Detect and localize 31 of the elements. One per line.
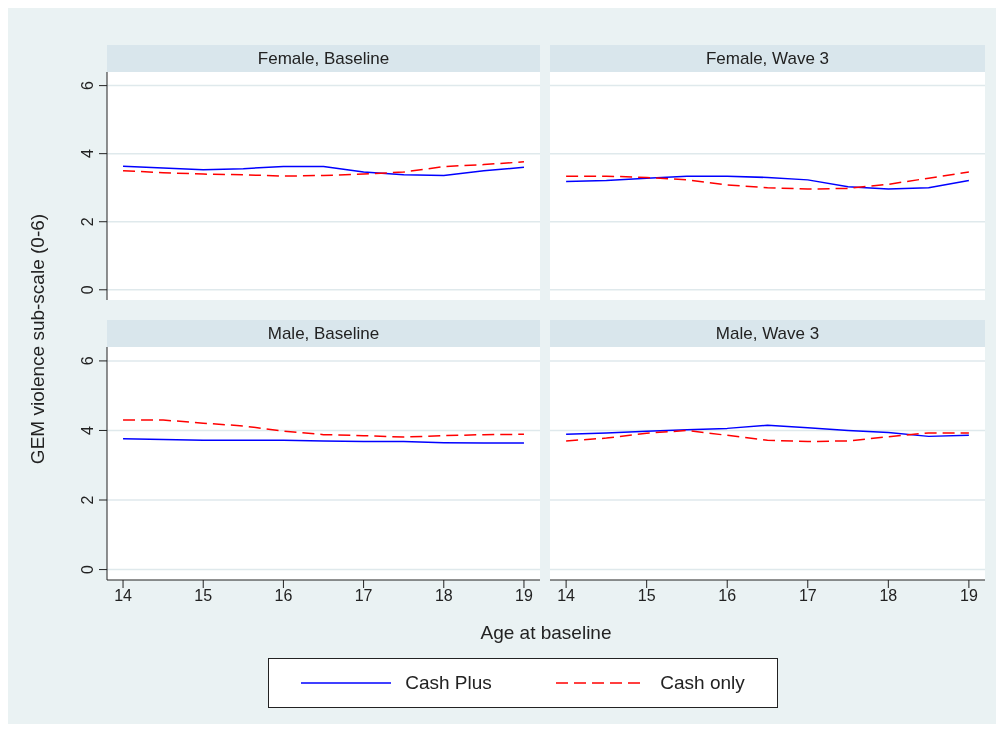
line-series	[122, 165, 525, 177]
y-tick-label: 6	[79, 356, 96, 366]
x-tick-label: 16	[718, 587, 737, 605]
x-tick-label: 18	[434, 587, 453, 605]
x-tick-label: 14	[557, 587, 576, 605]
y-tick-label: 4	[79, 149, 96, 159]
x-tick-label: 19	[515, 587, 533, 605]
line-series	[122, 161, 525, 177]
line-series	[122, 419, 525, 438]
legend-label: Cash only	[660, 672, 745, 694]
x-tick-label: 19	[959, 587, 978, 605]
y-axis-title: GEM violence sub-scale (0-6)	[27, 212, 49, 467]
legend-label: Cash Plus	[405, 672, 492, 694]
chart-title: Female, Wave 3	[550, 45, 985, 72]
x-tick-label: 18	[879, 587, 898, 605]
x-tick-label: 15	[194, 587, 213, 605]
y-tick-label: 2	[79, 217, 96, 227]
x-tick-label: 14	[114, 587, 133, 605]
x-axis-title: Age at baseline	[479, 622, 613, 644]
y-tick-label: 4	[79, 425, 96, 435]
chart-title: Female, Baseline	[107, 45, 540, 72]
y-tick-label: 0	[79, 565, 96, 575]
y-tick-label: 6	[79, 81, 96, 91]
x-tick-label: 16	[274, 587, 293, 605]
y-tick-label: 2	[79, 495, 96, 505]
chart-title: Male, Wave 3	[550, 320, 985, 347]
x-tick-label: 15	[637, 587, 656, 605]
y-tick-label: 0	[79, 285, 96, 295]
x-tick-label: 17	[798, 587, 817, 605]
x-tick-label: 17	[354, 587, 373, 605]
chart-title: Male, Baseline	[107, 320, 540, 347]
